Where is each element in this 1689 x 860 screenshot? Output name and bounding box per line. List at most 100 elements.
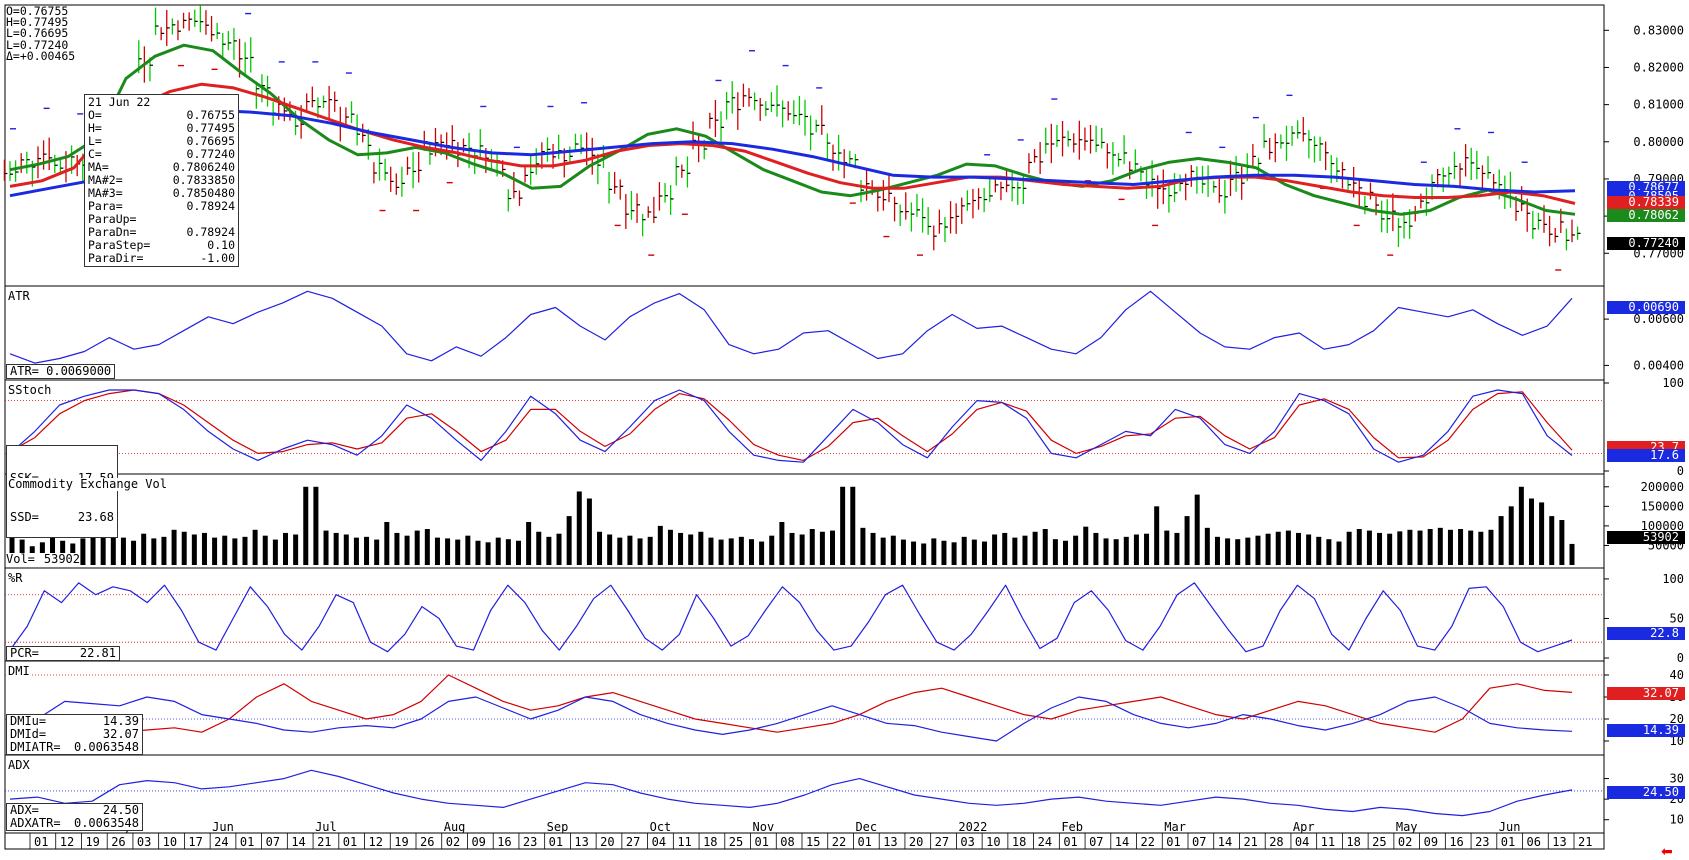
volume-bar bbox=[1123, 536, 1129, 565]
volume-bar bbox=[1285, 530, 1291, 565]
volume-bar bbox=[1214, 536, 1220, 565]
y-tick-label: 0.00600 bbox=[1633, 312, 1684, 326]
x-day-label: 06 bbox=[1527, 835, 1541, 849]
volume-bar bbox=[191, 534, 197, 565]
x-day-label: 02 bbox=[1398, 835, 1412, 849]
y-tick-label: 200000 bbox=[1641, 480, 1684, 494]
volume-bar bbox=[951, 542, 957, 565]
x-day-label: 09 bbox=[1424, 835, 1438, 849]
volume-bar bbox=[1103, 538, 1109, 565]
x-day-label: 24 bbox=[214, 835, 228, 849]
volume-bar bbox=[1225, 538, 1231, 565]
x-day-label: 27 bbox=[935, 835, 949, 849]
volume-bar bbox=[819, 531, 825, 565]
volume-bar bbox=[252, 529, 258, 565]
popup-label: MA#2= bbox=[88, 173, 123, 187]
badge-ma1: 0.78062 bbox=[1607, 209, 1685, 222]
volume-bar bbox=[911, 541, 917, 565]
x-day-label: 12 bbox=[369, 835, 383, 849]
volume-bar bbox=[1245, 537, 1251, 565]
adx-title: ADX bbox=[8, 758, 30, 772]
badge-adx: 24.50 bbox=[1607, 786, 1685, 799]
y-tick-label: 0.83000 bbox=[1633, 23, 1684, 37]
volume-bar bbox=[1559, 520, 1565, 565]
volume-bar bbox=[526, 521, 532, 565]
y-tick-label: 50 bbox=[1670, 611, 1684, 625]
x-month-label: Dec bbox=[855, 820, 877, 834]
x-day-label: 01 bbox=[857, 835, 871, 849]
x-day-label: 01 bbox=[34, 835, 48, 849]
volume-bar bbox=[1478, 531, 1484, 565]
x-day-label: 24 bbox=[1038, 835, 1052, 849]
volume-bar bbox=[627, 535, 633, 565]
volume-bar bbox=[1427, 529, 1433, 565]
x-day-label: 01 bbox=[549, 835, 563, 849]
volume-bar bbox=[1194, 494, 1200, 565]
ssk-line bbox=[9, 389, 1573, 463]
popup-row: L= 0.76695 bbox=[88, 135, 235, 148]
volume-bar bbox=[161, 536, 167, 565]
popup-value: 0.78924 bbox=[186, 199, 235, 213]
volume-bar bbox=[313, 486, 319, 565]
volume-bar bbox=[961, 536, 967, 565]
volume-bar bbox=[1366, 530, 1372, 565]
volume-bar bbox=[1265, 533, 1271, 565]
vol-value: 53902 bbox=[43, 552, 80, 566]
volume-bar bbox=[434, 537, 440, 565]
volume-bar bbox=[678, 532, 684, 565]
footer-value: 14.39 bbox=[102, 714, 139, 728]
volume-bar bbox=[1447, 529, 1453, 565]
volume-bar bbox=[1042, 529, 1048, 565]
volume-bar bbox=[1417, 530, 1423, 565]
x-day-label: 22 bbox=[832, 835, 846, 849]
volume-bar bbox=[1154, 506, 1160, 565]
volume-bar bbox=[728, 538, 734, 565]
moving-average-2 bbox=[9, 82, 1576, 205]
atr-title: ATR bbox=[8, 289, 30, 303]
x-day-label: 16 bbox=[497, 835, 511, 849]
x-day-label: 13 bbox=[574, 835, 588, 849]
volume-bar bbox=[242, 536, 248, 565]
vol-footer: Vol= 53902 bbox=[6, 553, 80, 566]
volume-bar bbox=[860, 527, 866, 565]
volume-bar bbox=[718, 539, 724, 565]
volume-bar bbox=[779, 521, 785, 565]
y-tick-label: 20 bbox=[1670, 712, 1684, 726]
volume-bar bbox=[303, 486, 309, 565]
volume-bar bbox=[50, 537, 56, 565]
volume-bar bbox=[738, 536, 744, 565]
x-day-label: 20 bbox=[600, 835, 614, 849]
time-axis-frame bbox=[4, 832, 1605, 850]
volume-bar bbox=[830, 530, 836, 565]
x-day-label: 01 bbox=[240, 835, 254, 849]
volume-bar bbox=[414, 530, 420, 565]
popup-value: 0.7850480 bbox=[172, 186, 235, 200]
sstoch-title: SStoch bbox=[8, 383, 52, 397]
ssd-value: 23.68 bbox=[77, 510, 114, 524]
volume-bar bbox=[759, 541, 765, 565]
x-day-label: 08 bbox=[780, 835, 794, 849]
popup-label: ParaStep= bbox=[88, 238, 151, 252]
popup-row: MA= 0.7806240 bbox=[88, 161, 235, 174]
volume-bar bbox=[1164, 530, 1170, 565]
x-day-label: 04 bbox=[652, 835, 666, 849]
volume-bar bbox=[1204, 527, 1210, 565]
x-day-label: 12 bbox=[60, 835, 74, 849]
dmid-line bbox=[9, 674, 1573, 742]
x-month-label: Jul bbox=[315, 820, 337, 834]
scroll-left-arrow-icon[interactable]: ⬅ bbox=[1661, 844, 1673, 860]
volume-bar bbox=[455, 539, 461, 565]
footer-label: ADXATR= bbox=[10, 816, 61, 830]
x-day-label: 19 bbox=[85, 835, 99, 849]
volume-bar bbox=[353, 537, 359, 565]
popup-value: 0.77495 bbox=[186, 121, 235, 135]
badge-dmid: 32.07 bbox=[1607, 687, 1685, 700]
volume-bar bbox=[1377, 532, 1383, 565]
volume-bar bbox=[1528, 498, 1534, 565]
x-day-label: 01 bbox=[1166, 835, 1180, 849]
x-day-label: 01 bbox=[1063, 835, 1077, 849]
dmi-footer: DMIu= 14.39 DMId= 32.07 DMIATR= 0.0063548 bbox=[6, 714, 143, 755]
badge-close: 0.77240 bbox=[1607, 237, 1685, 250]
